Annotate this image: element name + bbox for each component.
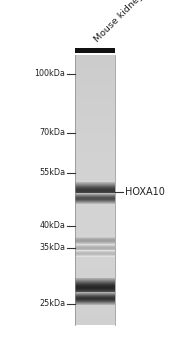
Bar — [75, 48, 115, 53]
Text: 70kDa: 70kDa — [39, 128, 65, 138]
Text: 100kDa: 100kDa — [34, 69, 65, 78]
Text: 55kDa: 55kDa — [39, 168, 65, 177]
Text: Mouse kidney: Mouse kidney — [93, 0, 145, 44]
Text: 25kDa: 25kDa — [39, 299, 65, 308]
Text: HOXA10: HOXA10 — [125, 187, 165, 197]
Text: 40kDa: 40kDa — [39, 221, 65, 230]
Text: 35kDa: 35kDa — [39, 244, 65, 252]
